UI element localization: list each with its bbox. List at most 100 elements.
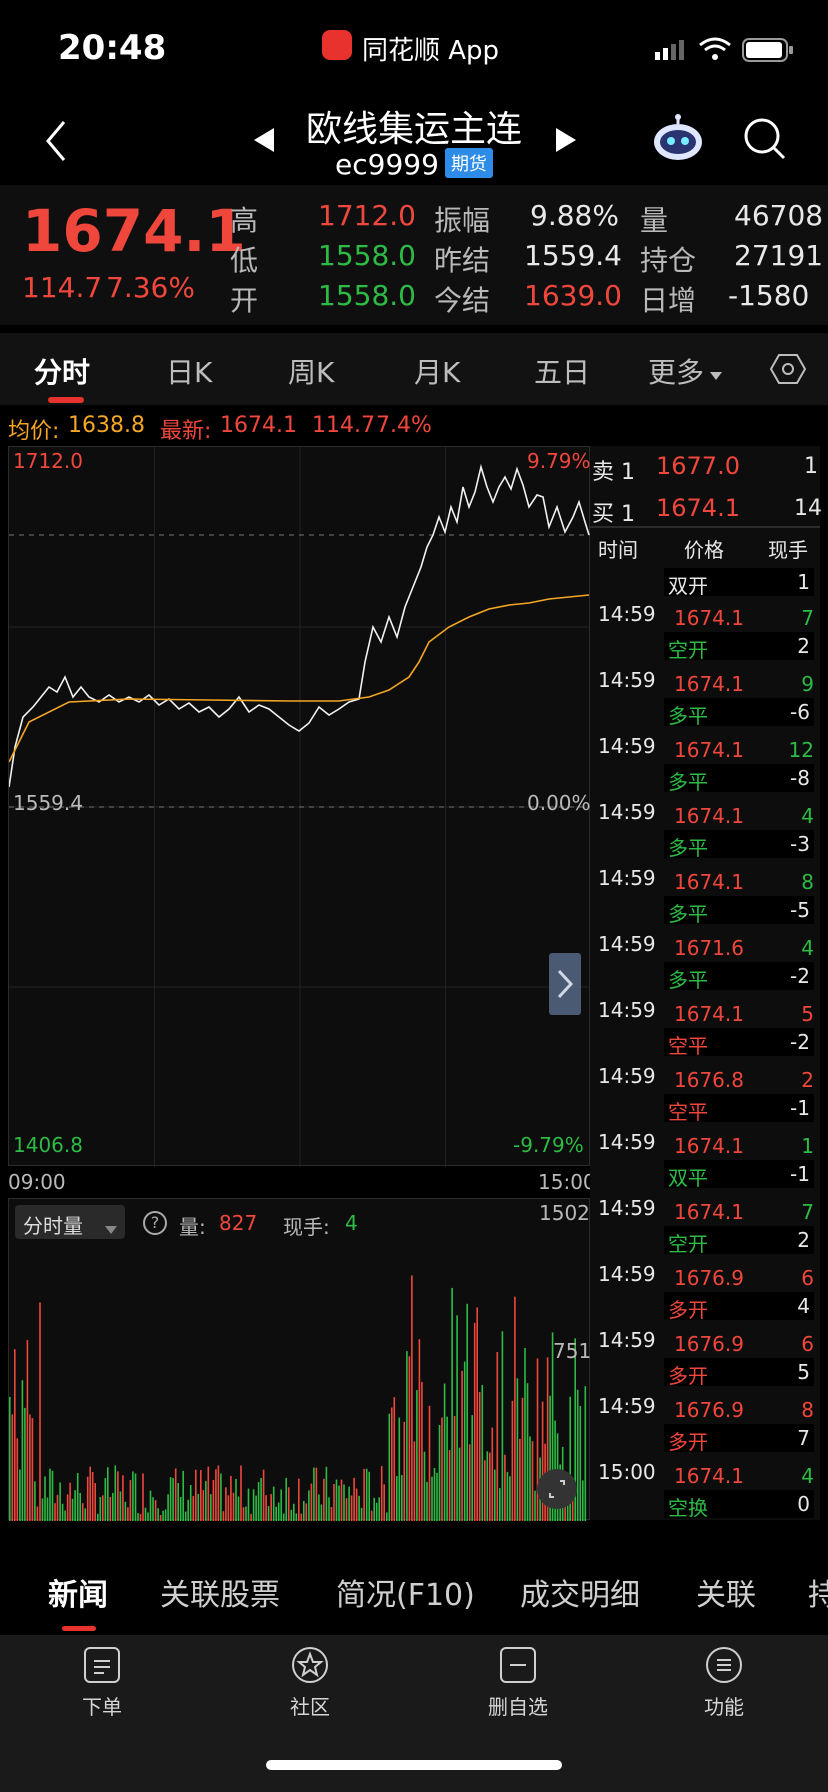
volume-bar bbox=[521, 1397, 524, 1521]
trade-net: -5 bbox=[790, 898, 810, 922]
volume-chart[interactable]: 分时量 ? 量: 827 现手: 4 1502 751 bbox=[8, 1198, 591, 1521]
robot-assistant-icon[interactable] bbox=[650, 110, 706, 166]
high-label: 高 bbox=[230, 204, 259, 237]
trade-price: 1674.1 bbox=[674, 1134, 744, 1158]
volume-bar bbox=[473, 1322, 476, 1521]
tab-trade-detail[interactable]: 成交明细 bbox=[520, 1578, 640, 1613]
back-button[interactable] bbox=[38, 116, 78, 166]
volume-bar bbox=[418, 1339, 421, 1521]
chart-expand-button[interactable] bbox=[549, 953, 581, 1015]
prev-instrument-button[interactable] bbox=[250, 126, 278, 154]
axis-top-price: 1712.0 bbox=[13, 449, 83, 473]
volume-bar bbox=[89, 1466, 91, 1521]
volume-bar bbox=[59, 1482, 61, 1521]
volume-bar bbox=[396, 1476, 398, 1521]
trade-hand: 4 bbox=[801, 936, 814, 960]
trade-type: 多开 bbox=[668, 1364, 708, 1388]
volume-bar bbox=[69, 1482, 71, 1521]
volume-bar bbox=[363, 1468, 365, 1521]
tab-more[interactable]: 更多 bbox=[648, 356, 705, 389]
trade-hand: 1 bbox=[801, 1134, 814, 1158]
volume-bar bbox=[132, 1471, 134, 1521]
trade-net: -2 bbox=[790, 1030, 810, 1054]
trade-type-box: 多平 -8 bbox=[664, 764, 814, 794]
tab-related-stocks[interactable]: 关联股票 bbox=[160, 1578, 280, 1613]
trade-ticker-panel[interactable]: 卖 1 1677.0 1 买 1 1674.1 14 时间 价格 现手 双开 1… bbox=[590, 446, 822, 1520]
volume-bar bbox=[19, 1469, 21, 1521]
app-logo-icon bbox=[322, 30, 352, 60]
volume-bar bbox=[122, 1475, 124, 1521]
volume-bar bbox=[245, 1506, 247, 1521]
trade-type: 空开 bbox=[668, 638, 708, 662]
volume-bar bbox=[428, 1405, 431, 1521]
tab-monthly-k[interactable]: 月K bbox=[414, 356, 461, 389]
volume-bar bbox=[584, 1386, 587, 1521]
volume-bar bbox=[438, 1425, 441, 1521]
instrument-code: ec9999 bbox=[335, 148, 439, 181]
volume-bar bbox=[403, 1421, 406, 1521]
tab-daily-k[interactable]: 日K bbox=[166, 356, 213, 389]
tab-profile[interactable]: 简况(F10) bbox=[336, 1578, 475, 1613]
volume-bar bbox=[61, 1503, 64, 1521]
volume-bar bbox=[494, 1469, 496, 1521]
volume-bar bbox=[112, 1492, 114, 1521]
tab-five-day[interactable]: 五日 bbox=[534, 356, 591, 389]
volume-bar bbox=[260, 1478, 262, 1521]
order-button[interactable]: 下单 bbox=[42, 1647, 162, 1720]
trade-net: -6 bbox=[790, 700, 810, 724]
tab-related[interactable]: 关联 bbox=[696, 1578, 756, 1613]
volume-bar bbox=[478, 1392, 481, 1521]
tab-weekly-k[interactable]: 周K bbox=[288, 356, 335, 389]
trade-hand: 8 bbox=[801, 870, 814, 894]
volume-bar bbox=[433, 1468, 436, 1521]
trade-net: 2 bbox=[797, 1228, 810, 1252]
intraday-price-chart[interactable]: 1712.0 9.79% 1559.4 0.00% 1406.8 -9.79% bbox=[8, 446, 591, 1167]
volume-bar bbox=[383, 1484, 385, 1521]
volume-bar bbox=[481, 1385, 484, 1521]
volume-bar bbox=[287, 1487, 290, 1521]
divider bbox=[590, 526, 820, 528]
volume-bar bbox=[270, 1494, 272, 1521]
trade-hand: 5 bbox=[801, 1002, 814, 1026]
volume-bar bbox=[192, 1496, 195, 1521]
quote-panel: 1674.1 114.7 7.36% 高 1712.0 低 1558.0 开 1… bbox=[0, 185, 828, 325]
functions-button[interactable]: 功能 bbox=[664, 1647, 784, 1720]
trade-net: 7 bbox=[797, 1426, 810, 1450]
trade-time: 14:59 bbox=[598, 932, 656, 956]
low-label: 低 bbox=[230, 244, 259, 277]
latest-pct: 7.4% bbox=[376, 413, 432, 438]
next-instrument-button[interactable] bbox=[552, 126, 580, 154]
price-line bbox=[8, 463, 590, 788]
trade-type-box: 空开 2 bbox=[664, 1226, 814, 1256]
trade-price: 1676.9 bbox=[674, 1266, 744, 1290]
trade-time: 14:59 bbox=[598, 866, 656, 890]
volume-bar bbox=[182, 1470, 184, 1521]
trade-type: 多开 bbox=[668, 1430, 708, 1454]
trade-type: 空开 bbox=[668, 1232, 708, 1256]
volume-bar bbox=[300, 1513, 303, 1521]
tab-intraday[interactable]: 分时 bbox=[34, 356, 91, 389]
fullscreen-toggle-icon[interactable] bbox=[537, 1469, 577, 1509]
volume-bar bbox=[275, 1506, 277, 1521]
volume-bar bbox=[509, 1476, 511, 1521]
trade-time: 14:59 bbox=[598, 1328, 656, 1352]
remove-watchlist-button[interactable]: 删自选 bbox=[458, 1647, 578, 1720]
volume-bar bbox=[519, 1438, 521, 1521]
volume-bar bbox=[516, 1378, 519, 1521]
volume-type-selector[interactable]: 分时量 bbox=[15, 1205, 125, 1239]
trade-type-box: 多开 7 bbox=[664, 1424, 814, 1454]
trade-time: 14:59 bbox=[598, 800, 656, 824]
axis-bottom-pct: -9.79% bbox=[513, 1133, 584, 1157]
tab-news[interactable]: 新闻 bbox=[48, 1578, 108, 1613]
settings-hexagon-icon[interactable] bbox=[769, 351, 807, 387]
search-icon[interactable] bbox=[740, 114, 790, 164]
tab-holdings[interactable]: 持 bbox=[808, 1578, 828, 1613]
volume-bar bbox=[51, 1470, 54, 1521]
community-button[interactable]: 社区 bbox=[250, 1647, 370, 1720]
latest-label: 最新: bbox=[160, 419, 212, 444]
volume-bar bbox=[295, 1513, 298, 1521]
volume-bar bbox=[333, 1484, 335, 1521]
volume-bar bbox=[16, 1438, 19, 1521]
help-icon[interactable]: ? bbox=[143, 1211, 167, 1235]
trade-type-box: 多开 5 bbox=[664, 1358, 814, 1388]
